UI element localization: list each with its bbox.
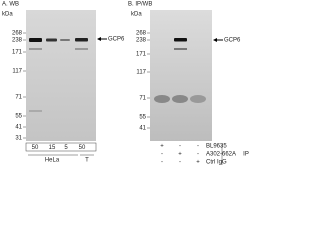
- lane-label: 50: [32, 145, 39, 151]
- bands-b: [154, 38, 206, 103]
- row-label: A302-662A: [206, 152, 236, 158]
- target-label: GCP6: [224, 38, 241, 44]
- marker-label: 268: [136, 31, 147, 37]
- marker-label: 117: [12, 69, 22, 75]
- bands-a: [29, 38, 88, 112]
- marker-label: 71: [15, 95, 22, 101]
- lane-label: 50: [79, 145, 86, 151]
- marker-label: 117: [136, 70, 146, 76]
- marker-label: 238: [136, 38, 147, 44]
- lane-box: [25, 142, 97, 152]
- marker-label: 41: [15, 125, 22, 131]
- marker-label: 268: [12, 31, 23, 37]
- marker-label: 55: [139, 115, 146, 121]
- marker-label: 171: [12, 50, 23, 56]
- cell-line: HeLa: [45, 158, 60, 164]
- marker-label: 71: [139, 96, 146, 102]
- sign: -: [197, 144, 199, 150]
- sign: -: [197, 152, 199, 158]
- panel-title: A. WB: [2, 2, 19, 8]
- marker-label: 55: [15, 114, 22, 120]
- panel-title: B. IP/WB: [128, 2, 152, 8]
- sign: +: [178, 152, 182, 158]
- marker-label: 171: [136, 52, 147, 58]
- sign: +: [160, 144, 164, 150]
- sign: -: [161, 160, 163, 166]
- ip-label: IP: [243, 152, 249, 158]
- blot-b: [150, 10, 212, 141]
- marker-label: 31: [15, 136, 22, 142]
- row-label: Ctrl IgG: [206, 160, 227, 166]
- cell-line: T: [85, 158, 89, 164]
- sign: -: [161, 152, 163, 158]
- row-label: BL9635: [206, 144, 227, 150]
- arrow-head-a: [97, 37, 101, 41]
- unit-label: kDa: [2, 12, 13, 18]
- blot-a: [26, 10, 96, 141]
- target-label: GCP6: [108, 37, 125, 43]
- sign: -: [179, 160, 181, 166]
- marker-label: 238: [12, 38, 23, 44]
- unit-label: kDa: [131, 12, 142, 18]
- lane-label: 5: [64, 145, 68, 151]
- sign: -: [179, 144, 181, 150]
- arrow-head-b: [213, 38, 217, 42]
- marker-label: 41: [139, 126, 146, 132]
- sign: +: [196, 160, 200, 166]
- lane-label: 15: [49, 145, 56, 151]
